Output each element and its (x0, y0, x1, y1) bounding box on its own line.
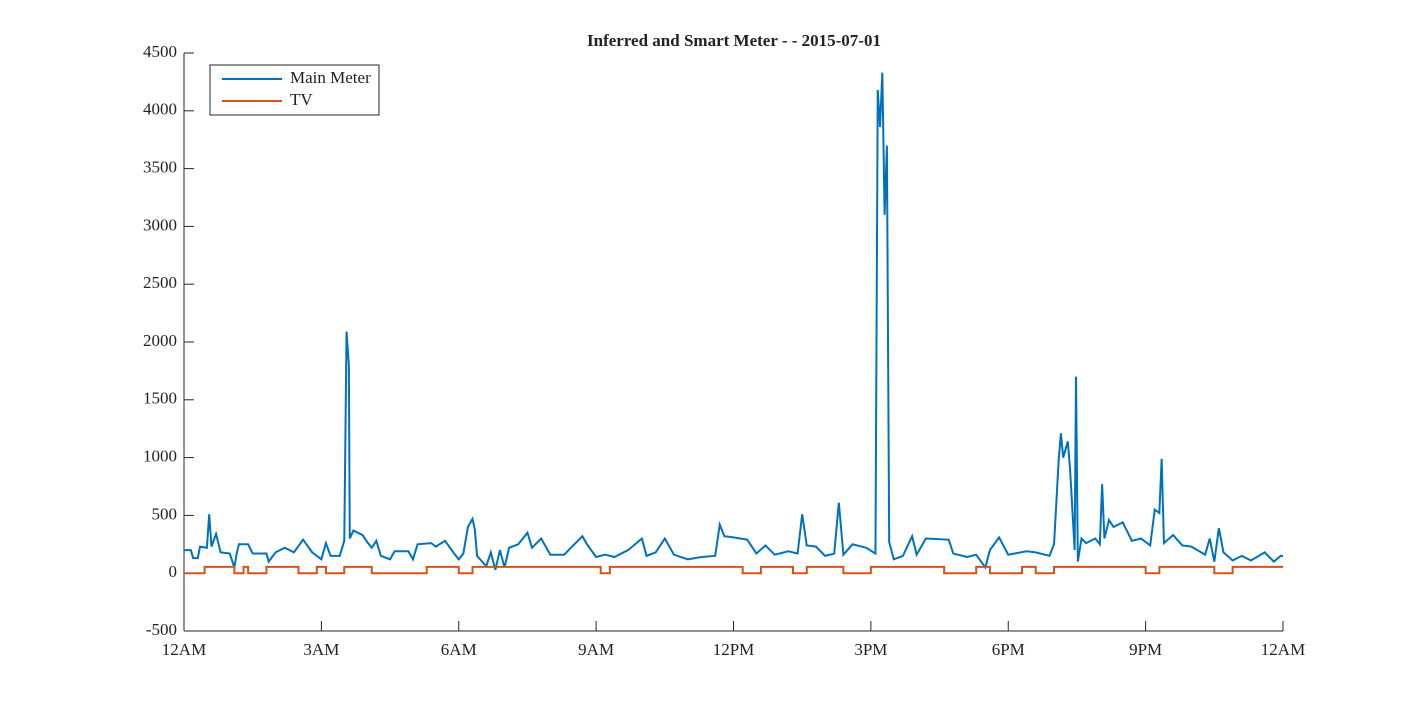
series-line (184, 565, 1283, 575)
legend-label: Main Meter (290, 68, 371, 87)
y-tick-label: 2500 (143, 273, 177, 292)
x-tick-label: 12PM (713, 640, 755, 659)
x-tick-label: 3AM (303, 640, 339, 659)
y-tick-label: 1500 (143, 389, 177, 408)
series-line (184, 72, 1283, 570)
legend-box (209, 64, 380, 116)
x-tick-label: 9PM (1129, 640, 1162, 659)
y-tick-label: 2000 (143, 331, 177, 350)
y-tick-label: 3000 (143, 215, 177, 234)
x-tick-label: 3PM (854, 640, 887, 659)
y-tick-label: 500 (152, 504, 178, 523)
x-tick-label: 9AM (578, 640, 614, 659)
x-tick-label: 12AM (162, 640, 206, 659)
y-tick-label: 4000 (143, 100, 177, 119)
y-tick-label: -500 (146, 620, 177, 639)
y-tick-label: 3500 (143, 158, 177, 177)
chart-title: Inferred and Smart Meter - - 2015-07-01 (587, 31, 881, 50)
y-tick-label: 4500 (143, 42, 177, 61)
x-tick-label: 6AM (441, 640, 477, 659)
x-tick-label: 6PM (992, 640, 1025, 659)
y-tick-label: 1000 (143, 447, 177, 466)
x-tick-label: 12AM (1261, 640, 1305, 659)
legend-label: TV (290, 90, 313, 109)
y-tick-label: 0 (169, 562, 178, 581)
